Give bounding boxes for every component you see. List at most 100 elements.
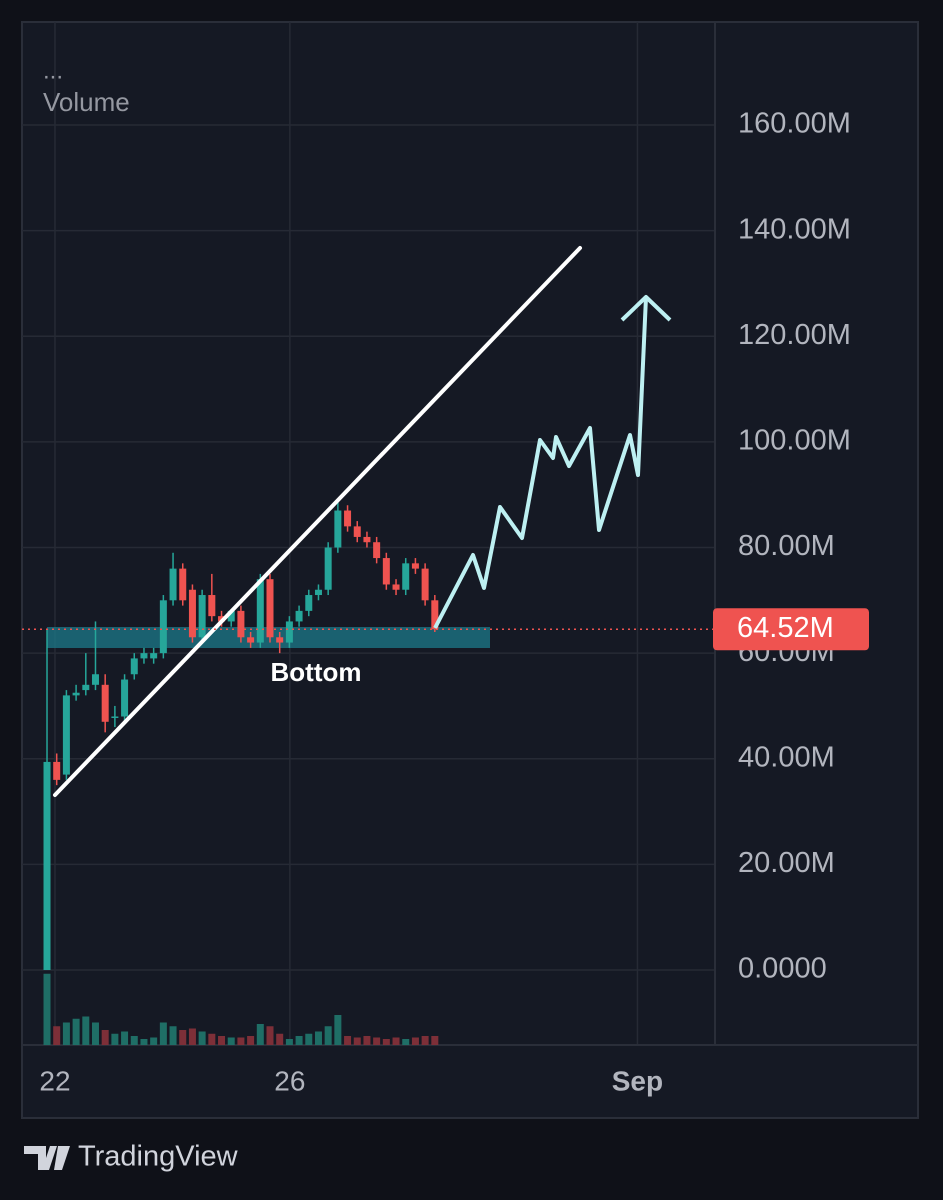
volume-bar [344,1036,352,1045]
candle-body [188,589,196,638]
volume-bar [402,1039,410,1045]
last-price-box [713,608,869,651]
y-tick-label: 140.00M [738,213,851,245]
candle-body [421,568,429,601]
candle-body [62,695,70,775]
candle-body [373,542,381,559]
candle-body [295,610,303,622]
volume-bar [256,1024,264,1045]
volume-bar [421,1036,429,1045]
candle-body [431,600,439,630]
volume-bar [353,1037,361,1045]
volume-bar [130,1036,138,1045]
y-tick-label: 80.00M [738,530,835,562]
logo-icon [24,1146,70,1170]
candle-body [276,637,284,643]
candle-body [305,595,313,611]
y-tick-label: 20.00M [738,847,835,879]
x-tick-label: 26 [274,1065,305,1096]
candle-body [237,610,245,638]
volume-bar [237,1037,245,1045]
projection-arrowhead [620,295,672,322]
panel-label: Volume [43,87,130,117]
volume-bar [62,1022,70,1045]
candle-body [266,579,274,638]
candle-body [91,674,99,685]
volume-bar [247,1036,255,1045]
candle-body [208,595,216,617]
candle-body [82,684,90,691]
volume-bar [72,1018,80,1045]
y-tick-label: 100.00M [738,425,851,457]
candle-body [111,716,119,718]
candle-body [392,584,400,590]
candle-body [101,684,109,722]
volume-bar [382,1039,390,1045]
candle-body [334,510,342,548]
volume-bar [150,1037,158,1045]
candle-body [179,568,187,601]
volume-bar [276,1033,284,1045]
candle-body [198,595,206,638]
candle-body [43,761,51,971]
y-tick-label: 120.00M [738,319,851,351]
menu-dots[interactable]: ... [43,57,63,84]
last-price-label: 64.52M [737,612,834,644]
volume-bar [392,1037,400,1045]
volume-bar [363,1036,371,1045]
candle-body [344,510,352,527]
candle-body [140,653,148,659]
candle-body [353,526,361,537]
y-tick-label: 0.0000 [738,953,827,985]
volume-bar [159,1022,167,1045]
volume-bar [324,1026,332,1045]
candle-body [411,563,419,569]
volume-bar [82,1016,90,1045]
volume-bar [295,1036,303,1045]
marks [43,499,439,1045]
candle-body [159,600,167,654]
candle-body [285,621,293,643]
volume-bar [198,1031,206,1045]
projection-path [433,296,648,629]
volume-bar [334,1015,342,1045]
volume-bar [208,1033,216,1045]
support-zone [47,627,490,648]
candle-body [169,568,177,601]
candle-body [150,653,158,659]
volume-bar [43,973,51,1045]
annotation: Bottom [271,657,362,687]
volume-bar [53,1026,61,1045]
candle-body [314,589,322,596]
candle-body [72,692,80,696]
volume-bar [431,1036,439,1045]
candle-body [382,558,390,585]
grid [22,22,715,1045]
x-tick-label: Sep [612,1065,663,1096]
volume-bar [373,1037,381,1045]
logo: TradingView [24,1141,239,1173]
candle-body [256,579,264,643]
y-tick-label: 160.00M [738,108,851,140]
volume-bar [305,1033,313,1045]
volume-bar [285,1039,293,1045]
candle-body [247,637,255,643]
brand: TradingView [78,1141,239,1173]
volume-bar [101,1030,109,1045]
volume-bar [411,1037,419,1045]
candle-body [324,547,332,590]
volume-bar [314,1031,322,1045]
candle-body [227,610,235,622]
candle-body [363,536,371,543]
candle-body [130,658,138,675]
volume-bar [179,1030,187,1045]
volume-bar [169,1026,177,1045]
volume-bar [91,1022,99,1045]
candle-body [121,679,129,717]
volume-bar [111,1033,119,1045]
volume-bar [140,1039,148,1045]
y-tick-label: 40.00M [738,741,835,773]
volume-bar [188,1028,196,1045]
